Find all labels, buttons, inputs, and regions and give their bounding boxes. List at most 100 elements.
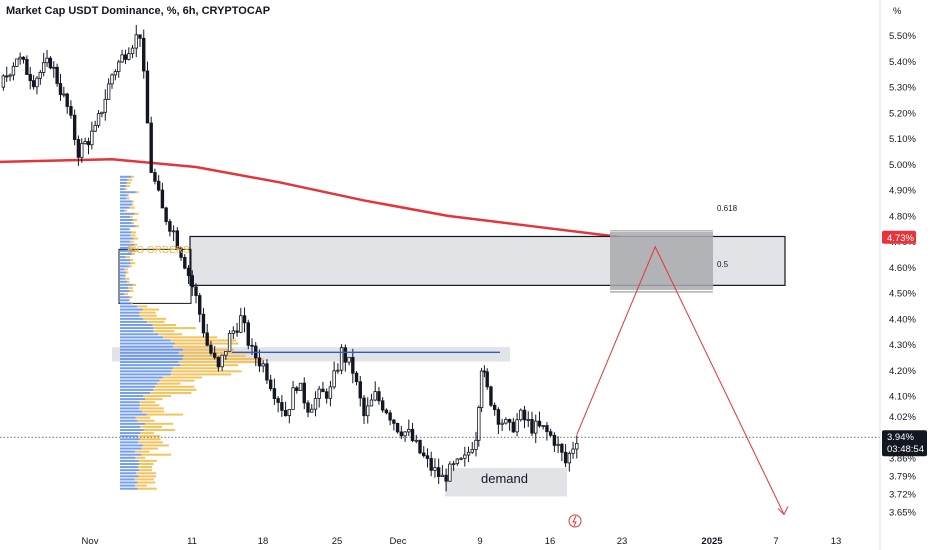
candle-body <box>15 58 19 67</box>
volume-bar-buy <box>120 286 129 289</box>
candle-body <box>86 141 91 146</box>
price-tick: 4.60% <box>889 263 916 274</box>
candle-body <box>179 247 183 258</box>
price-tick: 5.40% <box>889 57 916 68</box>
volume-bar-sell <box>170 373 232 376</box>
volume-bar-buy <box>120 194 128 197</box>
candle-body <box>362 397 366 417</box>
candle-body <box>407 428 411 433</box>
volume-bar-sell <box>139 311 156 314</box>
time-axis[interactable]: Nov 11 18 25 Dec 9 16 23 2025 7 13 <box>82 536 842 547</box>
candle-body <box>295 387 299 392</box>
volume-bar-buy <box>120 234 131 237</box>
candle-body <box>100 111 104 115</box>
price-tick: 5.30% <box>889 83 916 94</box>
volume-bar-sell <box>139 469 152 472</box>
candle-body <box>134 34 138 49</box>
volume-bar-sell <box>153 327 196 330</box>
volume-bar-sell <box>172 367 220 370</box>
candle-body <box>298 382 303 392</box>
candle-body <box>422 452 426 457</box>
candle-body <box>418 439 422 454</box>
volume-bar-buy <box>120 327 154 330</box>
volume-bar-sell <box>144 422 174 425</box>
volume-bar-sell <box>143 429 176 432</box>
price-tick: 4.80% <box>889 211 916 222</box>
volume-bar-sell <box>170 339 237 342</box>
volume-bar-sell <box>146 413 184 416</box>
volume-bar-buy <box>120 450 135 453</box>
candle-body <box>280 402 284 411</box>
volume-bar-buy <box>120 330 154 333</box>
candle-body <box>545 425 549 433</box>
volume-bar-buy <box>120 391 151 394</box>
price-tick: 4.02% <box>889 412 916 423</box>
price-tick: 4.10% <box>889 392 916 403</box>
candle-body <box>220 354 224 368</box>
candle-body <box>448 463 452 482</box>
price-tick: 5.20% <box>889 108 916 119</box>
volume-bar-buy <box>120 435 139 438</box>
volume-bar-sell <box>141 453 172 456</box>
price-tick: 4.50% <box>889 289 916 300</box>
volume-bar-sell <box>131 231 136 234</box>
flash-icon <box>568 514 582 528</box>
volume-bar-buy <box>120 398 145 401</box>
candle-body <box>436 467 441 477</box>
candle-body <box>366 405 370 417</box>
volume-bar-sell <box>126 271 129 274</box>
volume-bar-buy <box>120 222 132 225</box>
candle-body <box>504 419 508 424</box>
annotations: BIG ORDERS demand 0.618 0.5 <box>0 204 880 528</box>
volume-bar-buy <box>120 404 141 407</box>
candle-body <box>328 386 333 399</box>
time-tick: 25 <box>332 536 343 547</box>
price-axis[interactable]: % 5.50% 5.40% 5.30% 5.20% 5.10% 5.00% 4.90% 4.80… <box>879 0 927 550</box>
volume-bar-sell <box>129 265 132 268</box>
fib-upper-label: 0.618 <box>717 204 738 213</box>
volume-bar-buy <box>120 484 135 487</box>
volume-bar-buy <box>120 262 131 265</box>
candle-body <box>455 458 460 465</box>
candle-body <box>534 420 538 434</box>
volume-bar-buy <box>120 447 142 450</box>
volume-bar-buy <box>120 478 135 481</box>
candle-body <box>444 474 448 482</box>
price-tick: 5.00% <box>889 160 916 171</box>
moving-average-layer <box>0 158 701 243</box>
volume-bar-buy <box>120 237 134 240</box>
price-tick: 4.40% <box>889 314 916 325</box>
volume-bar-buy <box>120 178 128 181</box>
volume-bar-buy <box>120 462 140 465</box>
candle-body <box>235 330 239 333</box>
volume-bar-buy <box>120 197 127 200</box>
volume-bar-sell <box>139 462 154 465</box>
volume-bar-buy <box>120 231 132 234</box>
volume-bar-sell <box>162 376 203 379</box>
volume-bar-sell <box>126 197 130 200</box>
volume-bar-sell <box>173 345 212 348</box>
candle-body <box>138 34 142 39</box>
candle-body <box>164 207 168 222</box>
volume-bar-sell <box>182 348 234 351</box>
volume-bar-buy <box>120 342 175 345</box>
candle-body <box>310 408 314 413</box>
candle-body <box>482 370 487 373</box>
candle-body <box>563 451 568 464</box>
candle-body <box>216 357 221 368</box>
candle-body <box>80 143 84 158</box>
fib-lower-label: 0.5 <box>717 260 729 269</box>
candle-body <box>265 363 269 381</box>
volume-bar-buy <box>120 441 138 444</box>
candle-body <box>571 448 575 454</box>
time-tick: Nov <box>82 536 99 547</box>
price-tick: 3.72% <box>889 489 916 500</box>
candle-body <box>239 315 243 333</box>
candle-body <box>198 295 202 315</box>
candle-body <box>160 189 165 209</box>
volume-bar-sell <box>139 438 161 441</box>
candle-body <box>388 412 392 421</box>
candle-body <box>317 388 321 399</box>
candle-body <box>272 388 277 399</box>
